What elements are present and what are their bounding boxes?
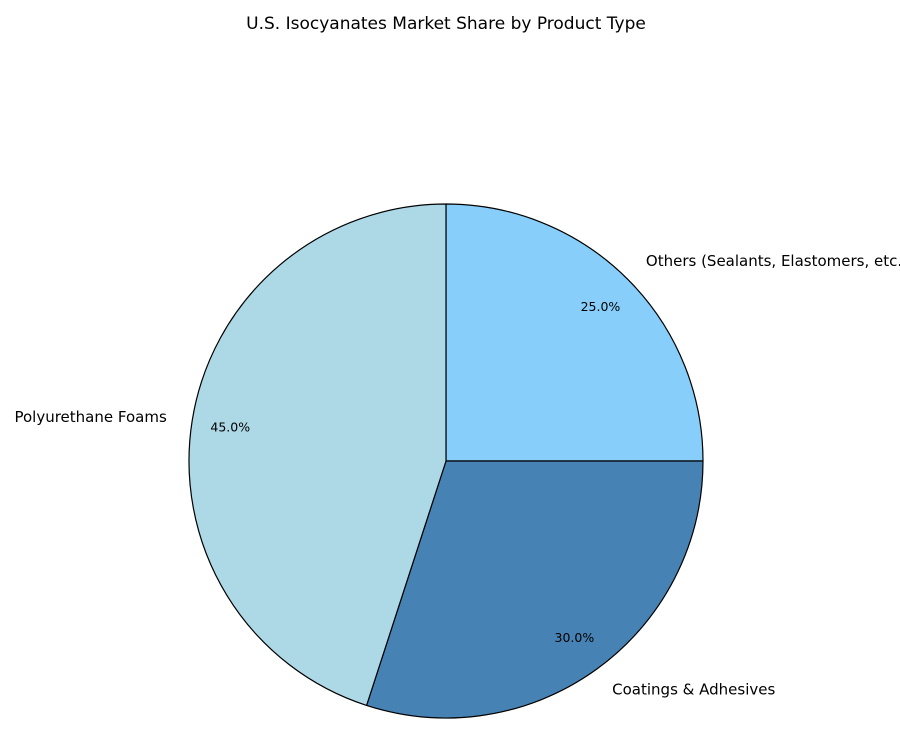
pie-slices — [188, 203, 704, 719]
category-label-others-sealants-elastomers-etc: Others (Sealants, Elastomers, etc.) — [646, 252, 900, 270]
chart-title: U.S. Isocyanates Market Share by Product… — [246, 14, 646, 34]
category-label-coatings-adhesives: Coatings & Adhesives — [612, 681, 775, 699]
slice-others-sealants-elastomers-etc — [445, 203, 704, 462]
category-labels: Others (Sealants, Elastomers, etc.) Coati… — [14, 252, 900, 699]
slice-coatings-adhesives — [365, 460, 704, 719]
percent-label-polyurethane-foams: 45.0% — [210, 419, 250, 434]
percent-labels: 25.0% 30.0% 45.0% — [210, 299, 620, 645]
percent-label-coatings-adhesives: 30.0% — [555, 630, 595, 645]
slice-polyurethane-foams — [188, 203, 447, 707]
category-label-polyurethane-foams: Polyurethane Foams — [14, 408, 166, 426]
percent-label-others-sealants-elastomers-etc: 25.0% — [581, 299, 621, 314]
